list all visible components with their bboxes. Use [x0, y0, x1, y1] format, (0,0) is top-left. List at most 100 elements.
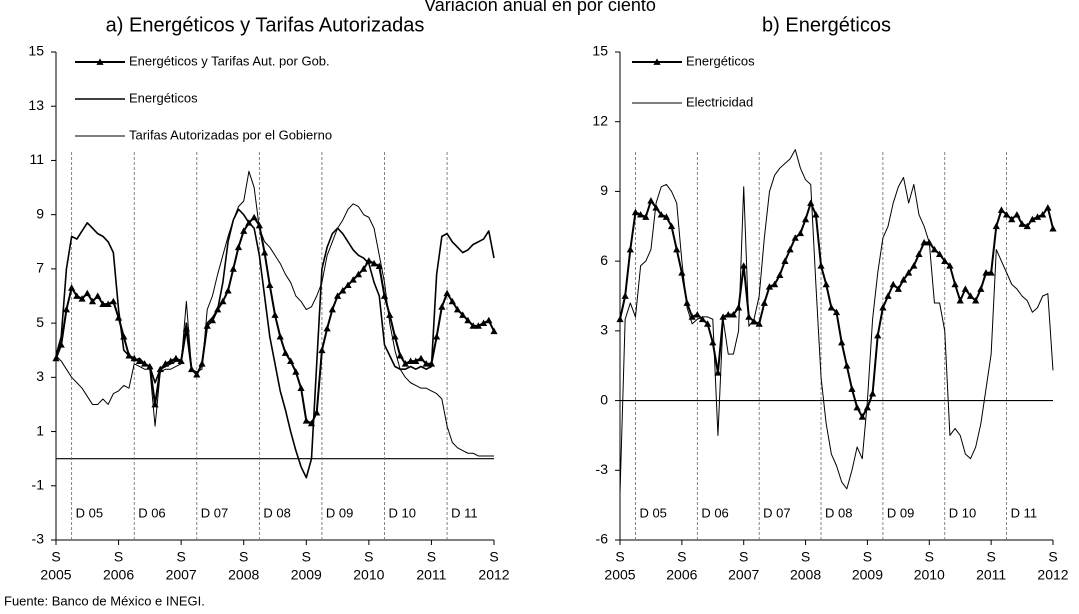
point-marker — [104, 300, 112, 308]
legend-label: Energéticos — [686, 53, 755, 68]
point-marker — [1039, 211, 1047, 218]
point-marker — [843, 362, 851, 369]
point-marker — [941, 257, 949, 265]
point-marker — [637, 211, 645, 218]
point-marker — [812, 211, 820, 218]
chart-title: a) Energéticos y Tarifas Autorizadas — [106, 14, 425, 36]
point-marker — [386, 311, 394, 318]
point-marker — [354, 270, 363, 278]
point-marker — [1023, 222, 1031, 230]
x-year-label: 2005 — [604, 567, 635, 583]
point-marker — [977, 285, 985, 292]
x-year-label: 2011 — [976, 567, 1006, 583]
period-label: D 08 — [263, 505, 290, 520]
x-tick-label: S — [739, 549, 748, 565]
point-marker — [78, 295, 86, 302]
x-year-label: 2009 — [852, 567, 883, 583]
point-marker — [678, 269, 686, 276]
y-tick-label: -3 — [32, 531, 45, 547]
y-tick-label: -3 — [596, 461, 609, 477]
point-marker — [801, 215, 810, 223]
point-marker — [760, 299, 768, 306]
point-marker — [281, 349, 290, 356]
point-marker — [956, 297, 964, 304]
point-marker — [1013, 211, 1021, 218]
point-marker — [464, 316, 472, 324]
point-marker — [313, 408, 321, 416]
point-marker — [832, 308, 841, 316]
point-marker — [827, 304, 835, 311]
point-marker — [422, 360, 430, 367]
x-tick-label: S — [364, 549, 373, 565]
y-tick-label: 9 — [36, 205, 44, 221]
point-marker — [750, 317, 758, 325]
point-marker — [219, 297, 227, 305]
point-marker — [858, 413, 866, 420]
point-marker — [884, 292, 892, 299]
point-marker — [879, 304, 887, 311]
point-marker — [266, 281, 274, 289]
y-tick-label: 5 — [36, 314, 44, 330]
x-year-label: 2007 — [728, 567, 759, 583]
point-marker — [1028, 215, 1036, 223]
y-tick-label: 3 — [600, 322, 608, 338]
point-marker — [935, 250, 944, 258]
period-label: D 06 — [701, 505, 728, 520]
x-year-label: 2005 — [40, 567, 71, 583]
x-year-label: 2008 — [228, 567, 259, 583]
point-marker — [469, 322, 477, 329]
y-tick-label: 12 — [592, 112, 608, 128]
point-marker — [704, 320, 712, 327]
point-marker — [333, 292, 342, 299]
point-marker — [626, 245, 634, 253]
point-marker — [982, 269, 990, 276]
point-marker — [693, 310, 701, 318]
period-label: D 11 — [1011, 505, 1038, 520]
point-marker — [339, 286, 347, 294]
point-marker — [323, 324, 331, 332]
point-marker — [412, 357, 420, 364]
point-marker — [83, 289, 91, 297]
point-marker — [459, 311, 467, 318]
point-marker — [910, 262, 918, 269]
point-marker — [817, 262, 825, 269]
x-year-label: 2007 — [166, 567, 197, 583]
point-marker — [1018, 220, 1026, 227]
source-note: Fuente: Banco de México e INEGI. — [4, 593, 205, 608]
point-marker — [349, 276, 357, 283]
point-marker — [863, 403, 872, 411]
point-marker — [987, 269, 995, 276]
x-tick-label: S — [176, 549, 185, 565]
point-marker — [791, 234, 799, 241]
point-marker — [709, 338, 717, 346]
x-tick-label: S — [925, 549, 934, 565]
y-tick-label: 15 — [592, 43, 608, 59]
point-marker — [662, 213, 670, 220]
point-marker — [474, 322, 482, 329]
point-marker — [874, 331, 882, 339]
x-tick-label: S — [489, 549, 498, 565]
x-year-label: 2008 — [790, 567, 821, 583]
y-tick-label: -6 — [596, 531, 609, 547]
point-marker — [946, 262, 954, 269]
point-marker — [271, 311, 279, 318]
point-marker — [172, 354, 180, 362]
point-marker — [755, 320, 763, 327]
point-marker — [966, 292, 975, 299]
point-marker — [453, 305, 462, 313]
point-marker — [734, 304, 743, 311]
point-marker — [1033, 213, 1042, 220]
period-label: D 10 — [949, 505, 976, 520]
point-marker — [234, 243, 243, 251]
point-marker — [438, 303, 446, 310]
period-label: D 09 — [887, 505, 914, 520]
point-marker — [250, 213, 258, 221]
point-marker — [99, 300, 107, 308]
point-marker — [94, 292, 102, 299]
point-marker — [297, 384, 305, 392]
point-marker — [401, 360, 409, 367]
x-tick-label: S — [51, 549, 60, 565]
period-label: D 07 — [763, 505, 790, 520]
period-label: D 05 — [76, 505, 103, 520]
